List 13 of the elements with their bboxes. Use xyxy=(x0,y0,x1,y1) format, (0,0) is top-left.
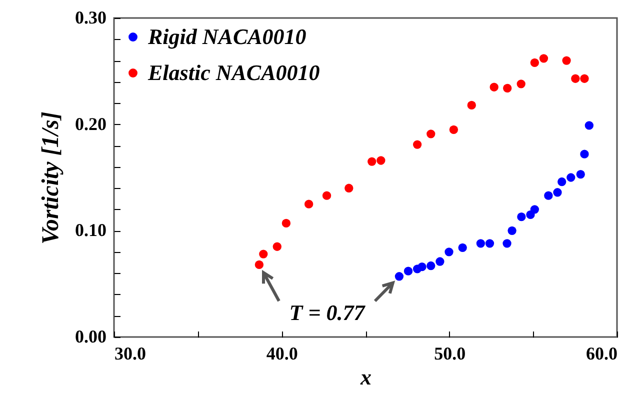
x-tick-label: 60.0 xyxy=(586,344,618,364)
y-tick-label: 0.30 xyxy=(75,8,106,28)
y-tick-label: 0.00 xyxy=(75,326,106,346)
annotation: T = 0.77 xyxy=(289,300,366,325)
y-axis-title: Vorticity [1/s] xyxy=(38,112,64,244)
x-tick-label: 40.0 xyxy=(266,344,298,364)
x-tick-label: 30.0 xyxy=(114,344,146,364)
x-tick-label: 50.0 xyxy=(434,344,466,364)
legend-label: Elastic NACA0010 xyxy=(147,60,320,85)
y-tick-label: 0.20 xyxy=(75,114,106,134)
legend-label: Rigid NACA0010 xyxy=(147,24,306,49)
y-tick-label: 0.10 xyxy=(75,220,106,240)
x-axis-title: x xyxy=(360,364,372,390)
